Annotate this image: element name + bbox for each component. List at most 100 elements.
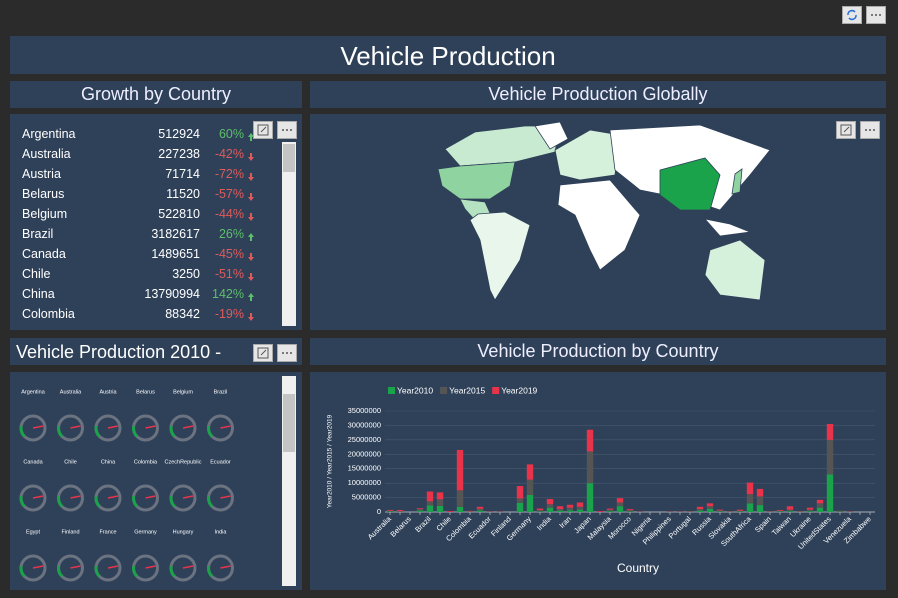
more-button[interactable] (277, 121, 297, 139)
growth-cell: -19% (200, 304, 244, 324)
arrow-icon (247, 212, 255, 222)
bar-segment (517, 503, 523, 512)
bar-segment (397, 511, 403, 512)
legend-swatch (388, 387, 395, 394)
region[interactable] (558, 180, 640, 270)
bar-segment (817, 500, 823, 503)
production-cell: 71714 (110, 164, 200, 184)
bar-segment (717, 511, 723, 512)
bar-segment (737, 510, 743, 511)
bar-segment (557, 509, 563, 510)
x-tick-label: Iran (557, 514, 573, 530)
region[interactable] (705, 240, 765, 300)
arrow-icon (247, 192, 255, 202)
y-tick-label: 0 (377, 507, 381, 516)
bar-segment (617, 506, 623, 512)
gauge-label: China (101, 459, 116, 465)
arrow-icon (247, 172, 255, 182)
production-cell: 11520 (110, 184, 200, 204)
expand-button[interactable] (836, 121, 856, 139)
bar-segment (777, 510, 783, 511)
y-tick-label: 15000000 (348, 464, 381, 473)
bar-segment (427, 501, 433, 505)
expand-icon (837, 122, 855, 138)
bar-segment (577, 507, 583, 510)
gauge-label: Argentina (21, 389, 45, 395)
growth-cell: 26% (200, 224, 244, 244)
bar-segment (837, 511, 843, 512)
bar-segment (537, 510, 543, 511)
bar-segment (527, 495, 533, 512)
scroll-thumb[interactable] (283, 144, 295, 172)
gauge-arc (134, 566, 138, 576)
gauge-arc (59, 566, 63, 576)
panel-header: Vehicle Production 2010 - (10, 338, 302, 365)
gauge-needle (146, 426, 156, 428)
refresh-button[interactable] (842, 6, 862, 24)
gauge-needle (108, 566, 118, 568)
bar-segment (427, 492, 433, 502)
trend-arrow (247, 189, 255, 199)
bar-segment (437, 506, 443, 512)
gauge-label: Belarus (136, 389, 155, 395)
bar-segment (387, 510, 393, 511)
scrollbar[interactable] (282, 376, 296, 586)
gauge-arc (171, 426, 175, 436)
bar-segment (547, 508, 553, 512)
gauge-needle (146, 566, 156, 568)
panel-title: Vehicle Production Globally (310, 81, 886, 108)
arrow-icon (247, 152, 255, 162)
more-button[interactable] (277, 344, 297, 362)
bar-segment (467, 511, 473, 512)
more-button[interactable] (860, 121, 880, 139)
legend-swatch (492, 387, 499, 394)
region[interactable] (438, 162, 515, 199)
production-cell: 522810 (110, 204, 200, 224)
bar-segment (717, 510, 723, 511)
gauge-arc (21, 426, 25, 436)
y-tick-label: 10000000 (348, 478, 381, 487)
trend-arrow (247, 309, 255, 319)
expand-button[interactable] (253, 344, 273, 362)
bar-segment (707, 509, 713, 512)
bar-segment (537, 509, 543, 511)
bar-segment (827, 424, 833, 440)
gauge-label: Austria (99, 389, 117, 395)
bar-segment (737, 511, 743, 512)
trend-arrow (247, 149, 255, 159)
gauge-needle (221, 496, 231, 498)
panel-title: Growth by Country (10, 81, 302, 108)
growth-cell: -45% (200, 244, 244, 264)
gauge-arc (96, 496, 100, 506)
bar-segment (827, 440, 833, 475)
x-tick-label: Belarus (388, 514, 413, 539)
bar-segment (717, 511, 723, 512)
y-axis-title: Year2010 / Year2015 / Year2019 (327, 414, 334, 508)
growth-cell: -57% (200, 184, 244, 204)
gauge-arc (21, 496, 25, 506)
growth-cell: -51% (200, 264, 244, 284)
region[interactable] (470, 212, 530, 300)
y-tick-label: 25000000 (348, 435, 381, 444)
arrow-icon (247, 252, 255, 262)
x-axis-title: Country (617, 561, 659, 575)
chart-panel: 0500000010000000150000002000000025000000… (310, 372, 886, 590)
production-cell: 88342 (110, 304, 200, 324)
region[interactable] (705, 219, 750, 236)
dots-icon (278, 345, 296, 361)
scroll-thumb[interactable] (283, 394, 295, 452)
legend-label: Year2015 (449, 385, 485, 395)
gauge-arc (134, 496, 138, 506)
bar-segment (557, 511, 563, 512)
gauge-label: CzechRepublic (165, 459, 202, 465)
gauge-label: Chile (64, 459, 77, 465)
more-button[interactable] (866, 6, 886, 24)
bar-segment (547, 499, 553, 504)
gauge-needle (108, 426, 118, 428)
bar-segment (437, 499, 443, 506)
growth-cell: -42% (200, 144, 244, 164)
gauge-needle (221, 566, 231, 568)
expand-button[interactable] (253, 121, 273, 139)
scrollbar[interactable] (282, 142, 296, 326)
